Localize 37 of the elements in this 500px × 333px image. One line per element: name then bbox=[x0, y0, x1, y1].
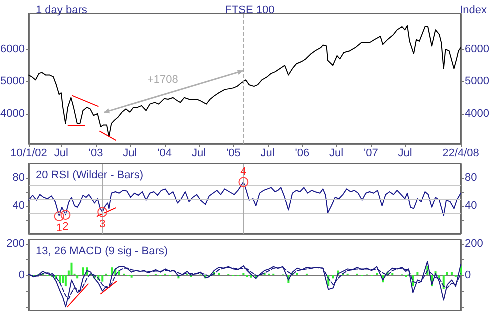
chart-title: FTSE 100 bbox=[225, 4, 275, 16]
y-tick-label: 4000 bbox=[0, 108, 25, 120]
x-tick-label: 22/4/08 bbox=[442, 148, 480, 160]
y2-tick-label: 0 bbox=[465, 270, 472, 282]
y-tick-label: 6000 bbox=[0, 43, 25, 56]
x-tick-label: '03 bbox=[88, 148, 104, 160]
annotation: +1708 bbox=[147, 74, 178, 86]
chart-title: 13, 26 MACD (9 sig - Bars) bbox=[36, 246, 168, 258]
x-tick-label: Jul bbox=[54, 148, 68, 160]
x-tick-label: Jul bbox=[398, 148, 412, 160]
chart-subtitle: 1 day bars bbox=[36, 4, 88, 16]
x-tick-label: Jul bbox=[260, 148, 275, 160]
x-tick-label: Jul bbox=[123, 148, 138, 160]
x-tick-label: '06 bbox=[295, 148, 310, 160]
annotation: 4 bbox=[240, 166, 247, 178]
y-tick-label: 0 bbox=[18, 270, 25, 282]
annotation: 2 bbox=[62, 221, 69, 234]
y2-tick-label: 5000 bbox=[465, 76, 490, 88]
y-tick-label: 200 bbox=[6, 238, 25, 250]
y-tick-label: 80 bbox=[12, 172, 25, 184]
y2-tick-label: 80 bbox=[465, 172, 478, 184]
y2-axis-title: Index bbox=[460, 4, 488, 16]
y2-tick-label: 4000 bbox=[465, 108, 490, 120]
x-tick-label: '05 bbox=[226, 148, 241, 160]
y2-tick-label: 200 bbox=[465, 238, 484, 250]
y-tick-label: 5000 bbox=[0, 76, 25, 88]
y-tick-label: 40 bbox=[12, 200, 25, 212]
x-tick-label: Jul bbox=[329, 148, 344, 160]
y2-tick-label: 40 bbox=[465, 200, 478, 212]
x-tick-label: Jul bbox=[192, 148, 206, 160]
x-tick-label: '04 bbox=[158, 148, 172, 160]
y2-tick-label: 6000 bbox=[465, 43, 490, 56]
annotation: 3 bbox=[100, 218, 106, 230]
annotation: 1 bbox=[56, 222, 62, 234]
chart-title: 20 RSI (Wilder - Bars) bbox=[36, 170, 144, 182]
x-tick-label: '07 bbox=[364, 148, 378, 160]
x-tick-label: 10/1/02 bbox=[10, 148, 48, 160]
